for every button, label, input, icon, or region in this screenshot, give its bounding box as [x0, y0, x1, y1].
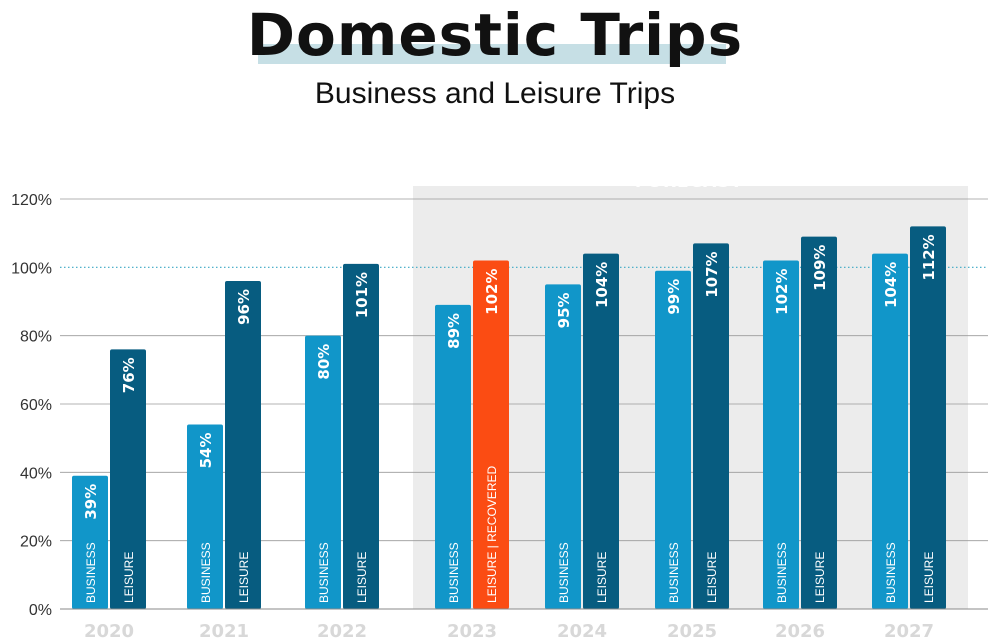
bar-leisure-2021	[225, 281, 261, 609]
bar-series-label: LEISURE	[705, 552, 719, 603]
bar-value-label: 104%	[882, 262, 900, 308]
bar-value-label: 89%	[445, 313, 463, 349]
bar-business-2021	[187, 424, 223, 609]
x-tick-label: 2022	[317, 621, 367, 642]
bar-value-label: 104%	[593, 262, 611, 308]
bar-series-label: BUSINESS	[199, 542, 213, 603]
bar-series-label: LEISURE	[355, 552, 369, 603]
x-tick-label: 2026	[775, 621, 825, 642]
bar-series-label: LEISURE	[595, 552, 609, 603]
bar-value-label: 109%	[811, 245, 829, 291]
y-tick-label: 0%	[29, 602, 52, 619]
x-tick-label: 2020	[84, 621, 134, 642]
bar-value-label: 95%	[555, 292, 573, 328]
bar-series-label: BUSINESS	[775, 542, 789, 603]
bar-business-2020	[72, 475, 108, 609]
bar-series-label: LEISURE	[237, 552, 251, 603]
x-tick-label: 2021	[199, 621, 249, 642]
bar-business-2023	[435, 304, 471, 609]
y-tick-label: 100%	[11, 260, 52, 277]
bar-leisure-2022	[343, 263, 379, 609]
bar-series-label: BUSINESS	[884, 542, 898, 603]
bar-value-label: 80%	[315, 344, 333, 380]
bar-leisure-2023	[473, 260, 509, 609]
bar-leisure-2027	[910, 226, 946, 610]
bar-series-label: BUSINESS	[317, 542, 331, 603]
x-tick-label: 2025	[667, 621, 717, 642]
chart-title: Domestic Trips	[246, 1, 744, 69]
chart-title-block: Domestic Trips	[0, 0, 990, 70]
bar-value-label: 107%	[703, 251, 721, 297]
bar-value-label: 54%	[197, 433, 215, 469]
bar-series-label: LEISURE	[922, 552, 936, 603]
x-tick-label: 2024	[557, 621, 607, 642]
bar-value-label: 102%	[773, 269, 791, 315]
bar-series-label: BUSINESS	[447, 542, 461, 603]
title-highlight	[258, 44, 726, 64]
bar-value-label: 96%	[235, 289, 253, 325]
bar-leisure-2026	[801, 236, 837, 610]
bar-business-2025	[655, 270, 691, 609]
y-tick-label: 20%	[20, 534, 52, 551]
bar-series-label: BUSINESS	[667, 542, 681, 603]
bar-value-label: 112%	[920, 234, 938, 280]
bar-series-label: LEISURE | RECOVERED	[485, 466, 499, 603]
bar-business-2024	[545, 284, 581, 609]
y-tick-label: 120%	[11, 192, 52, 209]
bar-series-label: BUSINESS	[84, 542, 98, 603]
bar-value-label: 76%	[120, 357, 138, 393]
bar-value-label: 101%	[353, 272, 371, 318]
x-tick-label: 2027	[884, 621, 934, 642]
bar-business-2027	[872, 253, 908, 609]
bar-series-label: LEISURE	[813, 552, 827, 603]
forecast-label: FORECAST	[635, 172, 743, 192]
bar-series-label: LEISURE	[122, 552, 136, 603]
y-tick-label: 60%	[20, 397, 52, 414]
bar-business-2022	[305, 335, 341, 609]
bar-value-label: 102%	[483, 269, 501, 315]
bar-value-label: 99%	[665, 279, 683, 315]
bar-leisure-2025	[693, 243, 729, 609]
x-tick-label: 2023	[447, 621, 497, 642]
bar-leisure-2020	[110, 349, 146, 609]
bar-value-label: 39%	[82, 484, 100, 520]
bar-leisure-2024	[583, 253, 619, 609]
y-tick-label: 40%	[20, 465, 52, 482]
bar-business-2026	[763, 260, 799, 609]
y-tick-label: 80%	[20, 329, 52, 346]
chart-subtitle: Business and Leisure Trips	[314, 77, 676, 110]
bar-series-label: BUSINESS	[557, 542, 571, 603]
